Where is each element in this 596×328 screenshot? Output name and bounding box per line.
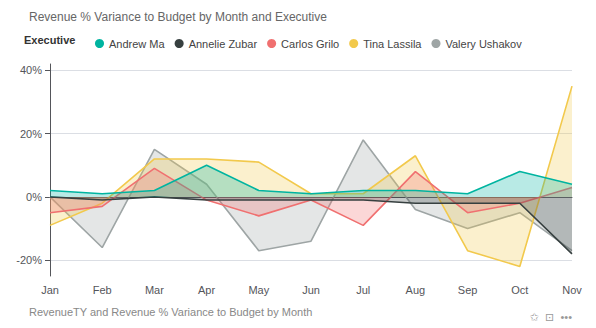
svg-text:Revenue % Variance to Budget b: Revenue % Variance to Budget by Month an… [29, 10, 327, 24]
svg-text:Aug: Aug [406, 284, 426, 296]
svg-text:Mar: Mar [145, 284, 164, 296]
svg-text:Carlos Grilo: Carlos Grilo [281, 38, 339, 50]
svg-text:May: May [248, 284, 269, 296]
svg-text:Valery Ushakov: Valery Ushakov [445, 38, 522, 50]
svg-text:Jun: Jun [302, 284, 320, 296]
svg-text:Tina Lassila: Tina Lassila [363, 38, 422, 50]
svg-text:0%: 0% [26, 191, 42, 203]
svg-text:Annelie Zubar: Annelie Zubar [189, 38, 258, 50]
svg-text:Executive: Executive [24, 34, 75, 46]
svg-text:RevenueTY and Revenue % Varian: RevenueTY and Revenue % Variance to Budg… [29, 306, 312, 318]
svg-text:Sep: Sep [458, 284, 478, 296]
svg-text:Jul: Jul [356, 284, 370, 296]
svg-text:✩ ⊡ •••: ✩ ⊡ ••• [530, 311, 572, 323]
svg-text:20%: 20% [20, 128, 42, 140]
svg-text:-20%: -20% [16, 254, 42, 266]
svg-text:40%: 40% [20, 64, 42, 76]
svg-text:Jan: Jan [41, 284, 59, 296]
svg-text:Nov: Nov [562, 284, 582, 296]
svg-text:Apr: Apr [198, 284, 215, 296]
svg-text:Oct: Oct [511, 284, 528, 296]
svg-text:Feb: Feb [93, 284, 112, 296]
svg-text:Andrew Ma: Andrew Ma [109, 38, 166, 50]
